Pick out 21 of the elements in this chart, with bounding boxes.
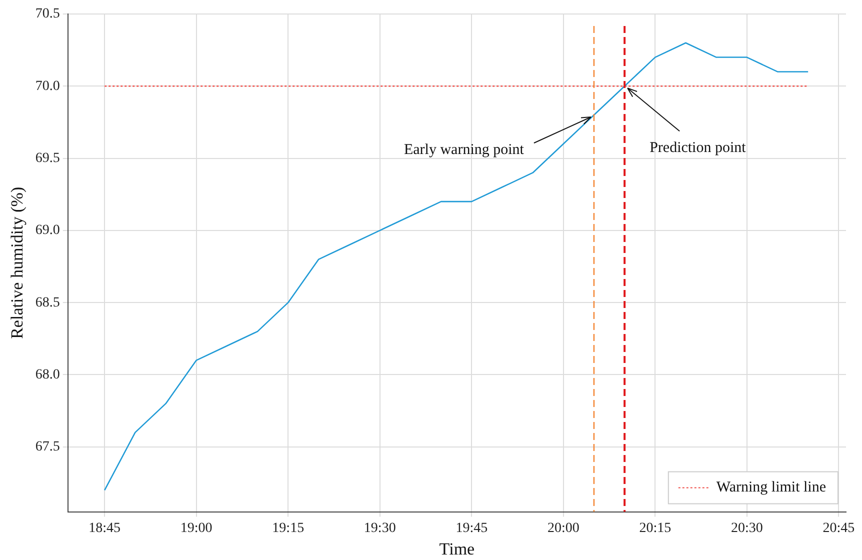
- y-tick-label: 69.5: [35, 150, 60, 166]
- y-tick-label: 68.0: [35, 367, 60, 382]
- y-tick-label: 67.5: [35, 440, 60, 455]
- x-tick-label: 20:45: [822, 520, 855, 536]
- x-tick-label: 18:45: [88, 520, 121, 536]
- y-axis-title: Relative humidity (%): [8, 186, 27, 339]
- x-tick-label: 20:30: [730, 520, 763, 536]
- x-tick-label: 19:00: [180, 520, 212, 536]
- x-axis-title: Time: [439, 539, 475, 558]
- legend-label: Warning limit line: [716, 480, 826, 496]
- x-tick-label: 19:45: [456, 520, 488, 536]
- y-tick-label: 69.0: [35, 223, 60, 238]
- x-tick-label: 20:15: [639, 520, 672, 536]
- annotation: Early warning point: [404, 142, 525, 158]
- x-tick-label: 19:15: [272, 520, 304, 536]
- y-tick-label: 68.5: [35, 295, 60, 310]
- x-tick-label: 19:30: [364, 520, 396, 536]
- annotation: Prediction point: [650, 140, 747, 156]
- x-tick-label: 20:00: [547, 520, 580, 536]
- y-tick-label: 70.0: [35, 78, 60, 94]
- y-tick-label: 70.5: [35, 6, 60, 22]
